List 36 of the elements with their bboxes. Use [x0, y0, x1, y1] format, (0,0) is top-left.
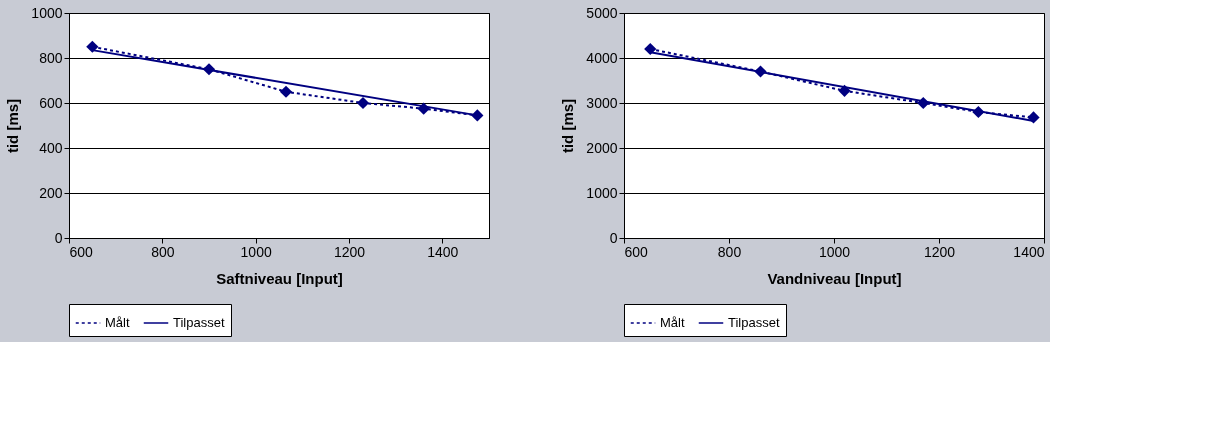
legend-label: Tilpasset [173, 315, 225, 330]
y-tick-label: 0 [54, 229, 63, 246]
y-tick-label: 4000 [586, 49, 618, 66]
y-tick-label: 1000 [31, 4, 63, 21]
x-tick-label: 1400 [427, 243, 459, 260]
x-tick-label: 1200 [923, 243, 956, 260]
x-tick-label: 600 [69, 243, 94, 260]
y-tick-label: 400 [39, 139, 63, 156]
point [471, 109, 484, 122]
legend-label: Målt [105, 315, 130, 330]
legend-label: Målt [660, 315, 685, 330]
x-tick-label: 1000 [240, 243, 272, 260]
y-tick-label: 3000 [586, 94, 618, 111]
point [279, 85, 293, 98]
legend-label: Tilpasset [728, 315, 780, 330]
x-axis-title: Saftniveau [Input] [216, 269, 343, 287]
y-axis-title: tid [ms] [559, 98, 577, 154]
y-axis-title: tid [ms] [4, 98, 22, 154]
point [417, 102, 430, 115]
y-tick-label: 0 [609, 229, 618, 246]
x-tick-label: 1400 [1013, 243, 1045, 260]
x-tick-label: 1000 [818, 243, 851, 260]
point [86, 40, 99, 53]
x-tick-label: 600 [624, 243, 649, 260]
y-tick-label: 5000 [586, 4, 618, 21]
y-tick-label: 200 [39, 184, 63, 201]
y-tick-label: 600 [39, 94, 63, 111]
x-tick-label: 800 [717, 243, 742, 260]
x-tick-label: 800 [151, 243, 175, 260]
point [356, 96, 370, 110]
point [202, 63, 216, 76]
y-tick-label: 2000 [586, 139, 618, 156]
x-tick-label: 1200 [333, 243, 366, 260]
y-tick-label: 1000 [586, 184, 618, 201]
x-axis-title: Vandniveau [Input] [767, 269, 902, 287]
y-tick-label: 800 [39, 49, 63, 66]
